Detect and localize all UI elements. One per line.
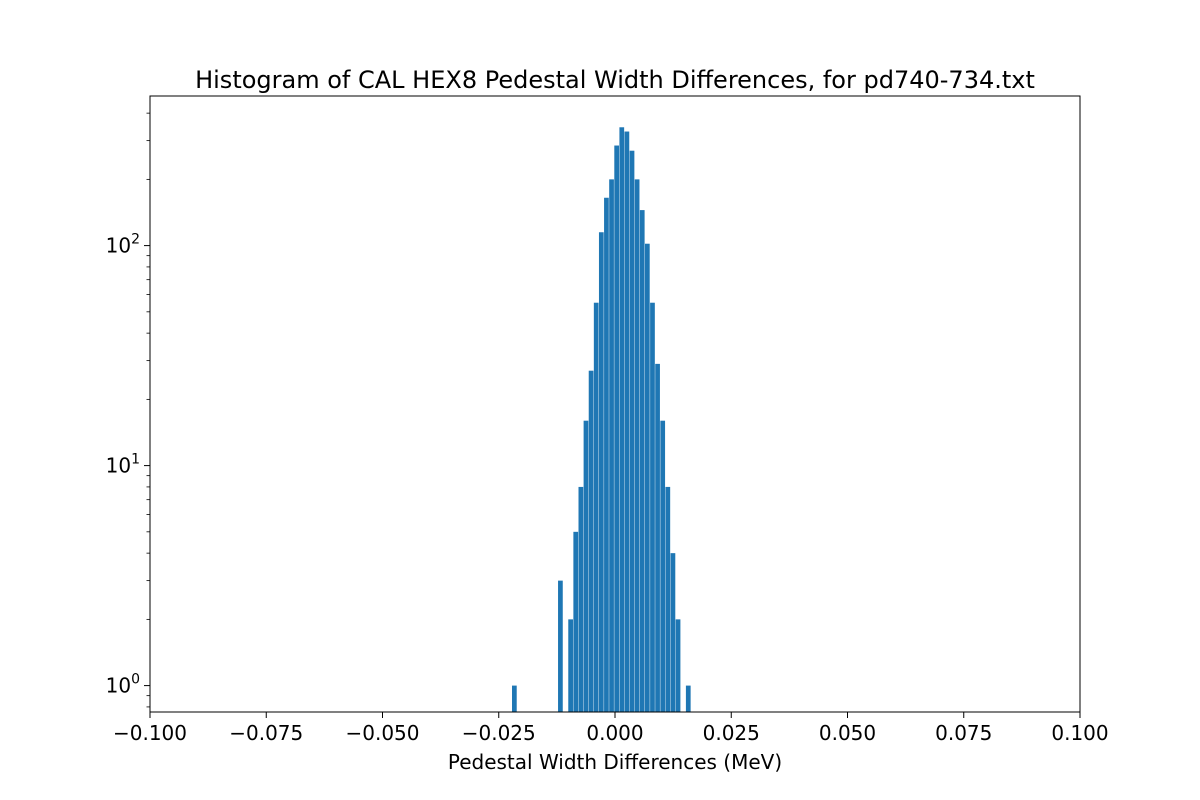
histogram-bars xyxy=(512,127,691,712)
x-tick-label: −0.025 xyxy=(462,721,536,745)
x-tick-label: 0.025 xyxy=(703,721,760,745)
histogram-bar xyxy=(583,420,589,712)
y-tick-label: 100 xyxy=(106,672,140,698)
x-tick-label: −0.100 xyxy=(113,721,187,745)
y-axis: 100 101 102 xyxy=(106,112,150,708)
histogram-bar xyxy=(675,619,681,712)
histogram-bar xyxy=(629,150,635,712)
histogram-bar xyxy=(670,553,676,712)
histogram-bar xyxy=(665,486,671,712)
histogram-bar xyxy=(660,420,666,712)
x-tick-label: 0.075 xyxy=(935,721,992,745)
x-axis: −0.100 −0.075 −0.050 −0.025 0.000 0.025 0.050 0… xyxy=(113,712,1109,745)
histogram-bar xyxy=(598,232,604,712)
x-tick-label: −0.050 xyxy=(345,721,419,745)
histogram-bar xyxy=(604,197,609,712)
histogram-bar xyxy=(634,179,640,712)
histogram-bar xyxy=(624,131,630,712)
histogram-bar xyxy=(655,363,660,712)
histogram-bar xyxy=(573,531,579,712)
x-axis-label: Pedestal Width Differences (MeV) xyxy=(448,750,782,774)
x-tick-label: 0.000 xyxy=(586,721,643,745)
histogram-bar xyxy=(568,619,573,712)
histogram-bar xyxy=(588,370,594,712)
chart-title: Histogram of CAL HEX8 Pedestal Width Dif… xyxy=(195,66,1035,94)
histogram-bar xyxy=(609,179,614,712)
y-tick-label: 102 xyxy=(106,232,140,258)
histogram-bar xyxy=(593,302,599,712)
histogram-bar xyxy=(685,685,691,712)
histogram-bar xyxy=(644,243,650,712)
histogram-bar xyxy=(558,580,563,712)
y-tick-label: 101 xyxy=(106,452,140,478)
histogram-bar xyxy=(650,302,655,712)
histogram-bar xyxy=(512,685,517,712)
x-tick-label: −0.075 xyxy=(229,721,303,745)
histogram-bar xyxy=(619,127,625,712)
histogram-bar xyxy=(614,145,620,712)
x-tick-label: 0.100 xyxy=(1051,721,1108,745)
histogram-bar xyxy=(578,486,584,712)
histogram-bar xyxy=(639,210,645,712)
x-tick-label: 0.050 xyxy=(819,721,876,745)
